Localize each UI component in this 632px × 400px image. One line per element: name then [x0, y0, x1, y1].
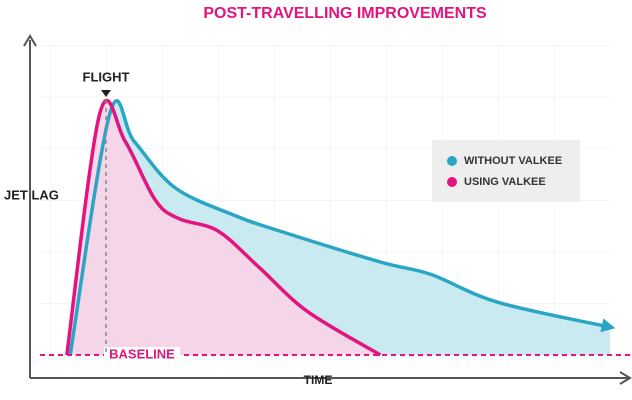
area-fill [66, 100, 381, 355]
baseline-label: BASELINE [109, 346, 175, 361]
legend-label: USING VALKEE [464, 176, 546, 188]
flight-pointer [101, 90, 111, 97]
flight-label: FLIGHT [83, 69, 130, 84]
series-line [65, 98, 382, 357]
y-axis-arrow [23, 34, 37, 47]
legend-label: WITHOUT VALKEE [464, 155, 562, 167]
series-line [68, 99, 616, 356]
plot [65, 98, 616, 357]
x-axis-label: TIME [304, 373, 333, 387]
legend-box [432, 140, 580, 202]
legend-marker [447, 156, 457, 166]
y-axis-label: JET LAG [4, 187, 59, 202]
x-axis-arrow [619, 371, 632, 385]
chart-title: POST-TRAVELLING IMPROVEMENTS [203, 5, 487, 22]
baseline-label-bg [104, 347, 180, 363]
legend-marker [447, 177, 457, 187]
